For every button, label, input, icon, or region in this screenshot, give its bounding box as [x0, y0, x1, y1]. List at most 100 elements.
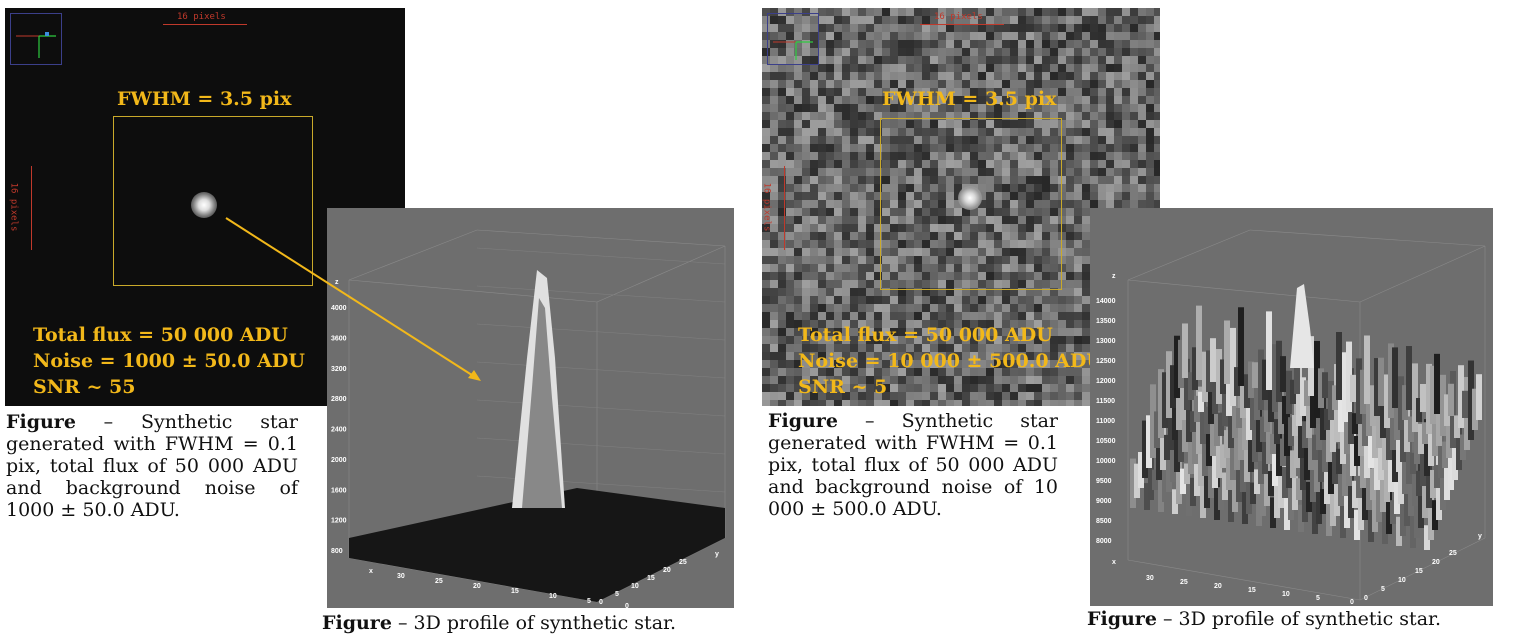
noise-pixel: [1154, 32, 1162, 40]
noise-pixel: [874, 64, 882, 72]
noise-pixel: [818, 112, 826, 120]
noise-pixel: [1018, 8, 1026, 16]
surface-bar: [1440, 469, 1446, 510]
noise-pixel: [1082, 336, 1090, 344]
noise-pixel: [1082, 136, 1090, 144]
noise-pixel: [1002, 192, 1010, 200]
noise-pixel: [850, 400, 858, 408]
noise-pixel: [1042, 8, 1050, 16]
noise-pixel: [850, 120, 858, 128]
noise-pixel: [810, 40, 818, 48]
noise-pixel: [1138, 64, 1146, 72]
noise-pixel: [762, 192, 770, 200]
noise-pixel: [874, 24, 882, 32]
noise-pixel: [858, 256, 866, 264]
noise-pixel: [922, 112, 930, 120]
noise-pixel: [1042, 16, 1050, 24]
noise-pixel: [874, 304, 882, 312]
noise-pixel: [898, 272, 906, 280]
noise-pixel: [906, 112, 914, 120]
surface-bar: [1174, 425, 1180, 472]
surface-bar: [1150, 384, 1156, 458]
surface-bar: [1162, 445, 1168, 502]
noise-pixel: [1034, 336, 1042, 344]
noise-pixel: [914, 336, 922, 344]
noise-pixel: [794, 304, 802, 312]
noise-pixel: [810, 336, 818, 344]
noise-pixel: [1066, 296, 1074, 304]
noise-pixel: [938, 176, 946, 184]
noise-pixel: [770, 336, 778, 344]
noise-pixel: [1026, 320, 1034, 328]
noise-pixel: [802, 88, 810, 96]
noise-pixel: [858, 344, 866, 352]
noise-pixel: [778, 256, 786, 264]
noise-pixel: [1106, 24, 1114, 32]
noise-pixel: [834, 288, 842, 296]
noise-pixel: [1146, 192, 1154, 200]
noise-pixel: [834, 352, 842, 360]
surface-bar: [1176, 369, 1182, 430]
noise-pixel: [762, 296, 770, 304]
noise-pixel: [762, 16, 770, 24]
noise-pixel: [978, 48, 986, 56]
surface-bar: [1198, 391, 1204, 412]
noise-pixel: [826, 48, 834, 56]
noise-pixel: [1082, 184, 1090, 192]
noise-pixel: [1018, 136, 1026, 144]
noise-pixel: [986, 80, 994, 88]
noise-pixel: [882, 384, 890, 392]
noise-pixel: [898, 24, 906, 32]
noise-pixel: [1010, 168, 1018, 176]
surface-bar: [1142, 420, 1148, 478]
caption-body: – 3D profile of synthetic star.: [1156, 608, 1442, 630]
noise-pixel: [1018, 344, 1026, 352]
surface-bar: [1214, 460, 1220, 520]
noise-pixel: [882, 320, 890, 328]
noise-pixel: [946, 184, 954, 192]
noise-pixel: [930, 64, 938, 72]
noise-pixel: [1074, 400, 1082, 408]
noise-pixel: [866, 192, 874, 200]
noise-pixel: [1018, 280, 1026, 288]
noise-pixel: [778, 16, 786, 24]
noise-pixel: [842, 144, 850, 152]
noise-pixel: [906, 352, 914, 360]
noise-pixel: [1042, 48, 1050, 56]
noise-pixel: [1082, 48, 1090, 56]
noise-pixel: [898, 208, 906, 216]
noise-pixel: [850, 232, 858, 240]
noise-pixel: [762, 336, 770, 344]
noise-pixel: [778, 40, 786, 48]
noise-pixel: [866, 328, 874, 336]
noise-pixel: [1050, 376, 1058, 384]
noise-pixel: [1138, 56, 1146, 64]
grid-line: [476, 247, 726, 265]
noise-pixel: [1026, 288, 1034, 296]
noise-pixel: [986, 24, 994, 32]
noise-pixel: [1114, 88, 1122, 96]
noise-pixel: [794, 104, 802, 112]
noise-pixel: [882, 200, 890, 208]
noise-pixel: [866, 224, 874, 232]
noise-pixel: [1042, 120, 1050, 128]
noise-pixel: [890, 224, 898, 232]
noise-pixel: [818, 32, 826, 40]
noise-pixel: [1010, 64, 1018, 72]
noise-pixel: [818, 264, 826, 272]
noise-pixel: [978, 264, 986, 272]
noise-pixel: [1074, 376, 1082, 384]
z-tick-label: 10000: [1096, 458, 1116, 465]
noise-pixel: [882, 208, 890, 216]
noise-pixel: [834, 336, 842, 344]
surface-bar: [1380, 381, 1386, 438]
noise-pixel: [1090, 8, 1098, 16]
noise-pixel: [842, 312, 850, 320]
noise-pixel: [1002, 272, 1010, 280]
noise-pixel: [770, 328, 778, 336]
noise-pixel: [978, 64, 986, 72]
noise-pixel: [1066, 128, 1074, 136]
noise-pixel: [914, 144, 922, 152]
noise-pixel: [978, 72, 986, 80]
noise-pixel: [794, 360, 802, 368]
